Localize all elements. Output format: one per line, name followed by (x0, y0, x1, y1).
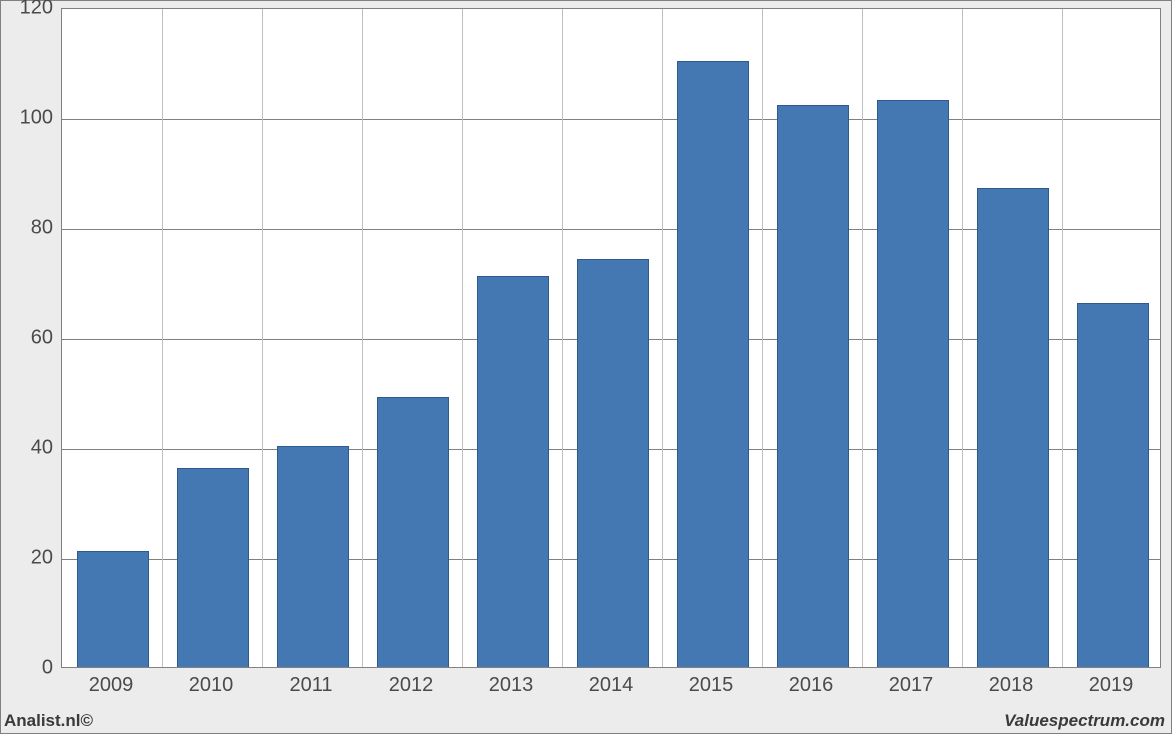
y-tick-label: 60 (1, 327, 53, 350)
x-tick-label: 2009 (89, 674, 134, 697)
x-tick-label: 2014 (589, 674, 634, 697)
y-tick-label: 0 (1, 657, 53, 680)
y-tick-label: 120 (1, 0, 53, 20)
bar (877, 100, 949, 668)
x-tick-label: 2012 (389, 674, 434, 697)
x-tick-label: 2019 (1089, 674, 1134, 697)
gridline-v (162, 9, 163, 667)
gridline-v (962, 9, 963, 667)
bar (977, 188, 1049, 668)
bar (1077, 303, 1149, 667)
gridline-v (662, 9, 663, 667)
x-tick-label: 2017 (889, 674, 934, 697)
bar (77, 551, 149, 668)
bar (477, 276, 549, 668)
x-tick-label: 2018 (989, 674, 1034, 697)
bar (577, 259, 649, 667)
gridline-v (562, 9, 563, 667)
x-tick-label: 2016 (789, 674, 834, 697)
chart-frame: 0 20 40 60 80 100 120 2009 2010 2011 2012 2013 2014… (0, 0, 1172, 734)
gridline-h (62, 119, 1160, 120)
bar (177, 468, 249, 667)
bar (377, 397, 449, 668)
bar (277, 446, 349, 667)
x-tick-label: 2013 (489, 674, 534, 697)
plot-area (61, 8, 1161, 668)
gridline-v (1062, 9, 1063, 667)
bar (777, 105, 849, 667)
footer-left: Analist.nl© (4, 711, 93, 731)
gridline-v (362, 9, 363, 667)
x-tick-label: 2011 (289, 674, 332, 697)
footer-right: Valuespectrum.com (1004, 711, 1165, 731)
y-tick-label: 20 (1, 547, 53, 570)
gridline-v (462, 9, 463, 667)
gridline-v (862, 9, 863, 667)
y-tick-label: 40 (1, 437, 53, 460)
bar (677, 61, 749, 667)
x-tick-label: 2015 (689, 674, 734, 697)
gridline-v (262, 9, 263, 667)
x-tick-label: 2010 (189, 674, 234, 697)
y-tick-label: 80 (1, 217, 53, 240)
gridline-v (762, 9, 763, 667)
y-tick-label: 100 (1, 107, 53, 130)
